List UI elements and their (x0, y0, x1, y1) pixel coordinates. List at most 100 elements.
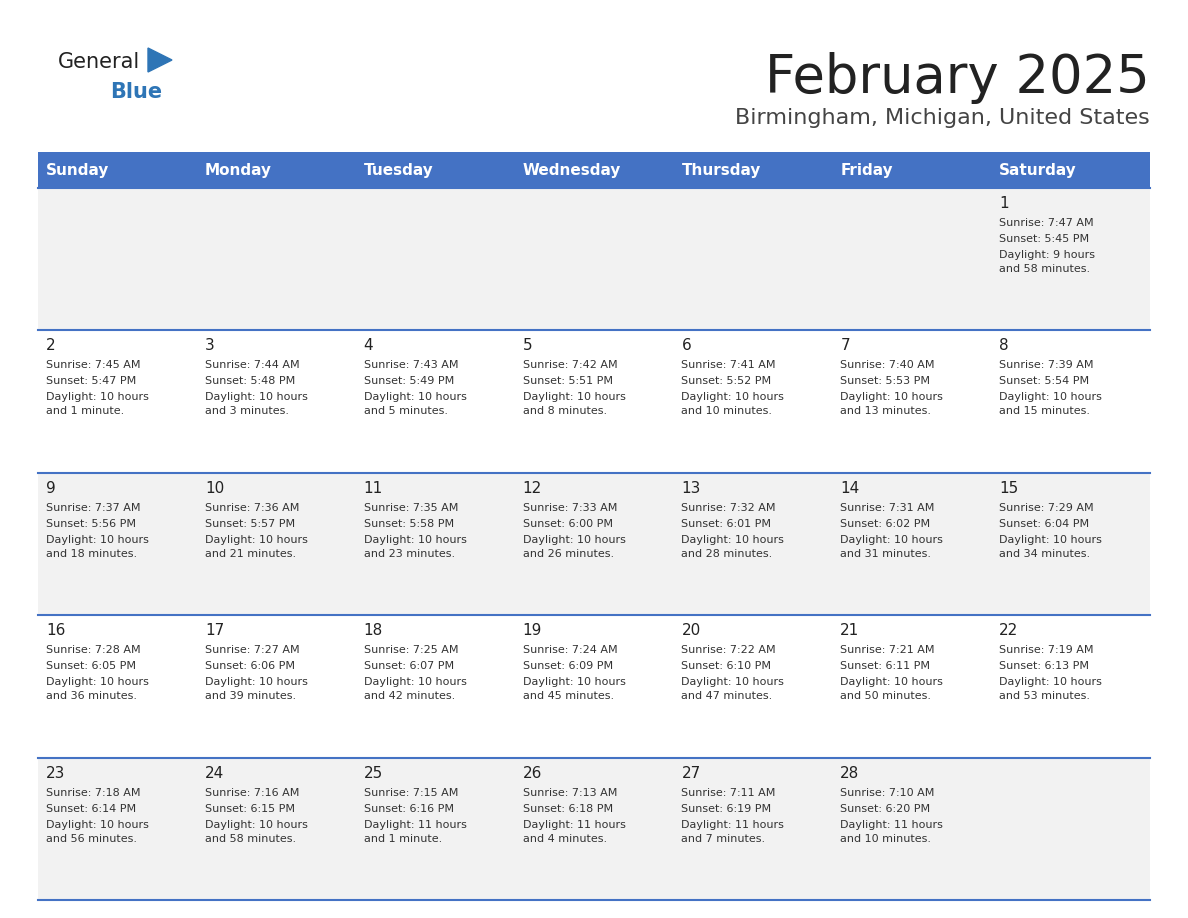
Text: and 56 minutes.: and 56 minutes. (46, 834, 137, 844)
Text: and 8 minutes.: and 8 minutes. (523, 407, 607, 417)
Text: and 3 minutes.: and 3 minutes. (204, 407, 289, 417)
Text: 6: 6 (682, 339, 691, 353)
Text: Sunset: 6:15 PM: Sunset: 6:15 PM (204, 803, 295, 813)
Text: Sunrise: 7:41 AM: Sunrise: 7:41 AM (682, 361, 776, 370)
Text: and 4 minutes.: and 4 minutes. (523, 834, 607, 844)
Text: Thursday: Thursday (682, 162, 760, 177)
Text: 9: 9 (46, 481, 56, 496)
Text: 3: 3 (204, 339, 215, 353)
Text: Daylight: 11 hours: Daylight: 11 hours (364, 820, 467, 830)
Text: Sunrise: 7:28 AM: Sunrise: 7:28 AM (46, 645, 140, 655)
Text: Sunset: 6:18 PM: Sunset: 6:18 PM (523, 803, 613, 813)
Text: Sunset: 5:51 PM: Sunset: 5:51 PM (523, 376, 613, 386)
Text: Sunset: 6:04 PM: Sunset: 6:04 PM (999, 519, 1089, 529)
Text: Daylight: 10 hours: Daylight: 10 hours (523, 392, 625, 402)
Text: Daylight: 11 hours: Daylight: 11 hours (523, 820, 625, 830)
Text: Sunset: 5:54 PM: Sunset: 5:54 PM (999, 376, 1089, 386)
Text: 16: 16 (46, 623, 65, 638)
Text: and 26 minutes.: and 26 minutes. (523, 549, 614, 559)
Text: Daylight: 10 hours: Daylight: 10 hours (46, 535, 148, 544)
Text: and 13 minutes.: and 13 minutes. (840, 407, 931, 417)
Text: Daylight: 10 hours: Daylight: 10 hours (204, 677, 308, 688)
Text: Sunrise: 7:10 AM: Sunrise: 7:10 AM (840, 788, 935, 798)
Text: Sunrise: 7:15 AM: Sunrise: 7:15 AM (364, 788, 459, 798)
Polygon shape (148, 48, 172, 72)
Text: and 10 minutes.: and 10 minutes. (682, 407, 772, 417)
Text: 13: 13 (682, 481, 701, 496)
Text: Sunrise: 7:13 AM: Sunrise: 7:13 AM (523, 788, 617, 798)
Text: Wednesday: Wednesday (523, 162, 621, 177)
Text: Sunrise: 7:42 AM: Sunrise: 7:42 AM (523, 361, 618, 370)
Text: Daylight: 10 hours: Daylight: 10 hours (682, 677, 784, 688)
Text: Daylight: 10 hours: Daylight: 10 hours (840, 392, 943, 402)
Text: Daylight: 10 hours: Daylight: 10 hours (999, 677, 1102, 688)
Text: and 50 minutes.: and 50 minutes. (840, 691, 931, 701)
Text: Sunset: 6:20 PM: Sunset: 6:20 PM (840, 803, 930, 813)
Text: Sunrise: 7:47 AM: Sunrise: 7:47 AM (999, 218, 1094, 228)
Text: Sunrise: 7:45 AM: Sunrise: 7:45 AM (46, 361, 140, 370)
Text: 7: 7 (840, 339, 849, 353)
Text: and 28 minutes.: and 28 minutes. (682, 549, 772, 559)
Text: 28: 28 (840, 766, 860, 780)
Text: Sunset: 5:53 PM: Sunset: 5:53 PM (840, 376, 930, 386)
Text: Sunset: 6:13 PM: Sunset: 6:13 PM (999, 661, 1089, 671)
Text: Sunrise: 7:33 AM: Sunrise: 7:33 AM (523, 503, 617, 513)
Text: Sunrise: 7:16 AM: Sunrise: 7:16 AM (204, 788, 299, 798)
Text: Sunset: 6:02 PM: Sunset: 6:02 PM (840, 519, 930, 529)
Text: Sunrise: 7:32 AM: Sunrise: 7:32 AM (682, 503, 776, 513)
Text: Daylight: 11 hours: Daylight: 11 hours (840, 820, 943, 830)
Text: 25: 25 (364, 766, 383, 780)
Text: Daylight: 10 hours: Daylight: 10 hours (682, 535, 784, 544)
Text: and 10 minutes.: and 10 minutes. (840, 834, 931, 844)
Text: 21: 21 (840, 623, 860, 638)
Text: 19: 19 (523, 623, 542, 638)
Text: Monday: Monday (204, 162, 272, 177)
Text: Sunset: 5:57 PM: Sunset: 5:57 PM (204, 519, 295, 529)
Text: 15: 15 (999, 481, 1018, 496)
Text: and 58 minutes.: and 58 minutes. (999, 264, 1091, 274)
Text: and 42 minutes.: and 42 minutes. (364, 691, 455, 701)
Text: Daylight: 10 hours: Daylight: 10 hours (999, 535, 1102, 544)
Text: Friday: Friday (840, 162, 893, 177)
Text: Sunset: 6:00 PM: Sunset: 6:00 PM (523, 519, 613, 529)
Text: and 5 minutes.: and 5 minutes. (364, 407, 448, 417)
Text: 12: 12 (523, 481, 542, 496)
Bar (38, 330, 1150, 473)
Text: Daylight: 11 hours: Daylight: 11 hours (682, 820, 784, 830)
Text: and 45 minutes.: and 45 minutes. (523, 691, 614, 701)
Text: 4: 4 (364, 339, 373, 353)
Text: Blue: Blue (110, 82, 162, 102)
Text: Sunset: 6:10 PM: Sunset: 6:10 PM (682, 661, 771, 671)
Text: Sunset: 5:45 PM: Sunset: 5:45 PM (999, 234, 1089, 244)
Text: and 15 minutes.: and 15 minutes. (999, 407, 1091, 417)
Text: Daylight: 9 hours: Daylight: 9 hours (999, 250, 1095, 260)
Text: 14: 14 (840, 481, 860, 496)
Text: Daylight: 10 hours: Daylight: 10 hours (840, 677, 943, 688)
Text: 22: 22 (999, 623, 1018, 638)
Text: Sunset: 6:16 PM: Sunset: 6:16 PM (364, 803, 454, 813)
Text: and 53 minutes.: and 53 minutes. (999, 691, 1091, 701)
Text: and 31 minutes.: and 31 minutes. (840, 549, 931, 559)
Text: Birmingham, Michigan, United States: Birmingham, Michigan, United States (735, 108, 1150, 128)
Text: Sunrise: 7:18 AM: Sunrise: 7:18 AM (46, 788, 140, 798)
Text: Sunset: 5:47 PM: Sunset: 5:47 PM (46, 376, 137, 386)
Text: Daylight: 10 hours: Daylight: 10 hours (204, 535, 308, 544)
Text: Sunrise: 7:39 AM: Sunrise: 7:39 AM (999, 361, 1094, 370)
Text: 1: 1 (999, 196, 1009, 211)
Text: Sunrise: 7:25 AM: Sunrise: 7:25 AM (364, 645, 459, 655)
Text: Sunrise: 7:29 AM: Sunrise: 7:29 AM (999, 503, 1094, 513)
Text: Sunset: 6:11 PM: Sunset: 6:11 PM (840, 661, 930, 671)
Text: Sunset: 5:48 PM: Sunset: 5:48 PM (204, 376, 295, 386)
Text: Sunrise: 7:27 AM: Sunrise: 7:27 AM (204, 645, 299, 655)
Text: Daylight: 10 hours: Daylight: 10 hours (523, 677, 625, 688)
Text: Sunset: 6:14 PM: Sunset: 6:14 PM (46, 803, 137, 813)
Text: Sunset: 6:06 PM: Sunset: 6:06 PM (204, 661, 295, 671)
Bar (38, 615, 1150, 757)
Text: 23: 23 (46, 766, 65, 780)
Text: and 21 minutes.: and 21 minutes. (204, 549, 296, 559)
Text: 11: 11 (364, 481, 383, 496)
Text: and 34 minutes.: and 34 minutes. (999, 549, 1091, 559)
Text: General: General (58, 52, 140, 72)
Text: Daylight: 10 hours: Daylight: 10 hours (364, 392, 467, 402)
Bar (38, 188, 1150, 330)
